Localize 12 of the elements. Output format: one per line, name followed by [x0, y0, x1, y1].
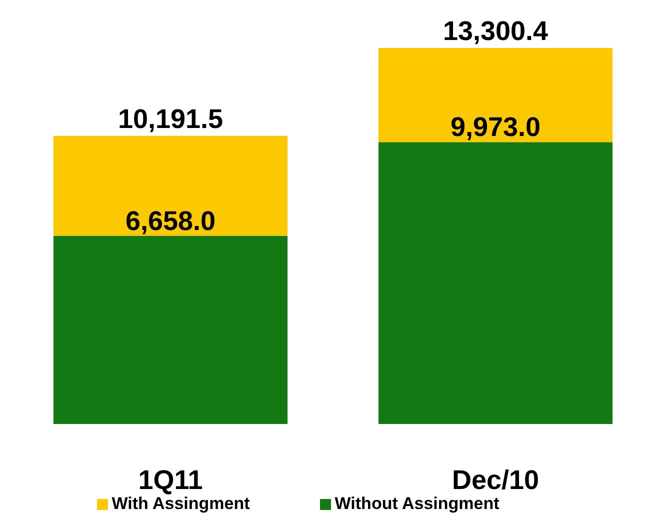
legend-label: Without Assingment	[334, 494, 500, 513]
x-tick-label: Dec/10	[452, 465, 540, 496]
x-tick-label: 1Q11	[138, 465, 203, 496]
legend-label: With Assingment	[112, 494, 250, 513]
bar	[54, 136, 288, 236]
bar	[378, 48, 612, 142]
bar	[378, 142, 612, 424]
total-label: 10,191.5	[118, 104, 224, 134]
bar	[54, 236, 288, 424]
total-label: 13,300.4	[442, 16, 548, 46]
data-label: 9,973.0	[450, 112, 541, 142]
data-label: 6,658.0	[125, 206, 216, 236]
